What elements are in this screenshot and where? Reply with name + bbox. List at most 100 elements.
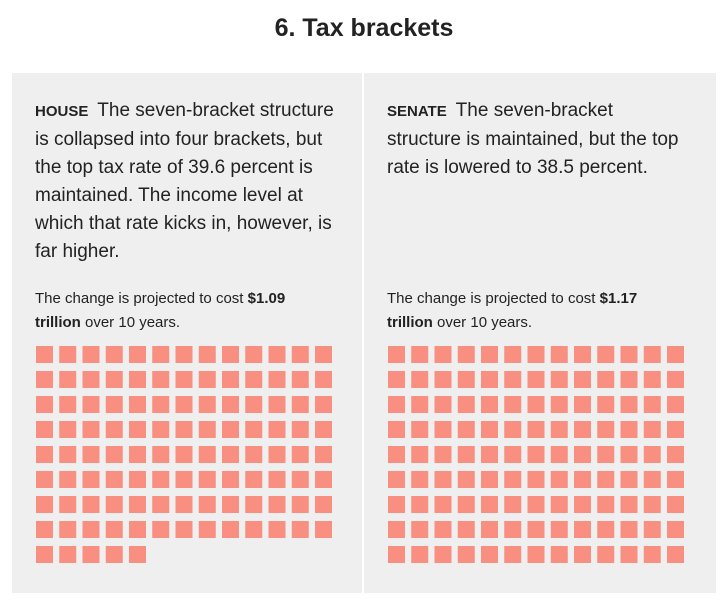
square [643, 371, 661, 388]
square [643, 496, 661, 513]
waffle [36, 346, 332, 563]
square [527, 546, 545, 563]
square [597, 396, 615, 413]
square [315, 496, 332, 513]
square [388, 421, 405, 438]
square [36, 521, 53, 538]
square [175, 446, 193, 463]
square [36, 396, 53, 413]
square [105, 446, 123, 463]
square [643, 396, 661, 413]
square [504, 471, 522, 488]
description: HOUSE The seven-bracket structure is col… [35, 97, 335, 266]
square [198, 346, 216, 363]
square [643, 421, 661, 438]
square [667, 471, 684, 488]
square [411, 471, 429, 488]
square [434, 371, 452, 388]
square [268, 496, 286, 513]
square [291, 396, 309, 413]
square [667, 421, 684, 438]
square [36, 446, 53, 463]
square [198, 421, 216, 438]
square [59, 496, 77, 513]
square [82, 496, 100, 513]
square [550, 471, 568, 488]
square [550, 446, 568, 463]
square [667, 496, 684, 513]
square [434, 346, 452, 363]
description: SENATE The seven-bracket structure is ma… [387, 97, 687, 182]
title: 6. Tax brackets [274, 14, 454, 42]
square [504, 496, 522, 513]
square [457, 371, 475, 388]
square [129, 471, 146, 488]
square [315, 471, 332, 488]
square [105, 546, 123, 563]
square [504, 446, 522, 463]
square [129, 396, 146, 413]
square [268, 446, 286, 463]
square [36, 496, 53, 513]
square [388, 396, 405, 413]
square [198, 446, 216, 463]
square [411, 421, 429, 438]
square [222, 446, 239, 463]
square [105, 471, 123, 488]
square [198, 371, 216, 388]
square [643, 546, 661, 563]
square [82, 471, 100, 488]
square [36, 421, 53, 438]
square [411, 396, 429, 413]
square [597, 521, 615, 538]
square [291, 371, 309, 388]
square [152, 396, 170, 413]
square [36, 346, 53, 363]
square [667, 396, 684, 413]
square [457, 346, 475, 363]
square [527, 396, 545, 413]
description-text: The seven-bracket structure is collapsed… [35, 100, 334, 262]
square [59, 346, 77, 363]
square [105, 346, 123, 363]
square [291, 446, 309, 463]
square [527, 496, 545, 513]
cost-intro: The change is projected to cost [35, 290, 244, 307]
square [82, 546, 100, 563]
square [597, 371, 615, 388]
square [129, 496, 146, 513]
square [457, 446, 475, 463]
square [152, 371, 170, 388]
cost-amount: $1.09 trillion [35, 290, 286, 331]
square [574, 496, 591, 513]
square [620, 421, 638, 438]
square [597, 546, 615, 563]
square [59, 471, 77, 488]
square [36, 371, 53, 388]
square [620, 346, 638, 363]
square [667, 521, 684, 538]
square [315, 521, 332, 538]
square [457, 396, 475, 413]
square [222, 471, 239, 488]
square [643, 521, 661, 538]
square [574, 471, 591, 488]
square [481, 396, 498, 413]
square [481, 496, 498, 513]
square [457, 546, 475, 563]
square [152, 496, 170, 513]
square [411, 546, 429, 563]
square [222, 521, 239, 538]
square [667, 371, 684, 388]
square [481, 371, 498, 388]
square [504, 396, 522, 413]
square [504, 346, 522, 363]
square [36, 471, 53, 488]
square [59, 421, 77, 438]
square [245, 396, 263, 413]
square [643, 471, 661, 488]
square [504, 521, 522, 538]
panel: SENATE The seven-bracket structure is ma… [364, 73, 716, 593]
square [620, 396, 638, 413]
cost-outro: over 10 years. [85, 314, 181, 331]
